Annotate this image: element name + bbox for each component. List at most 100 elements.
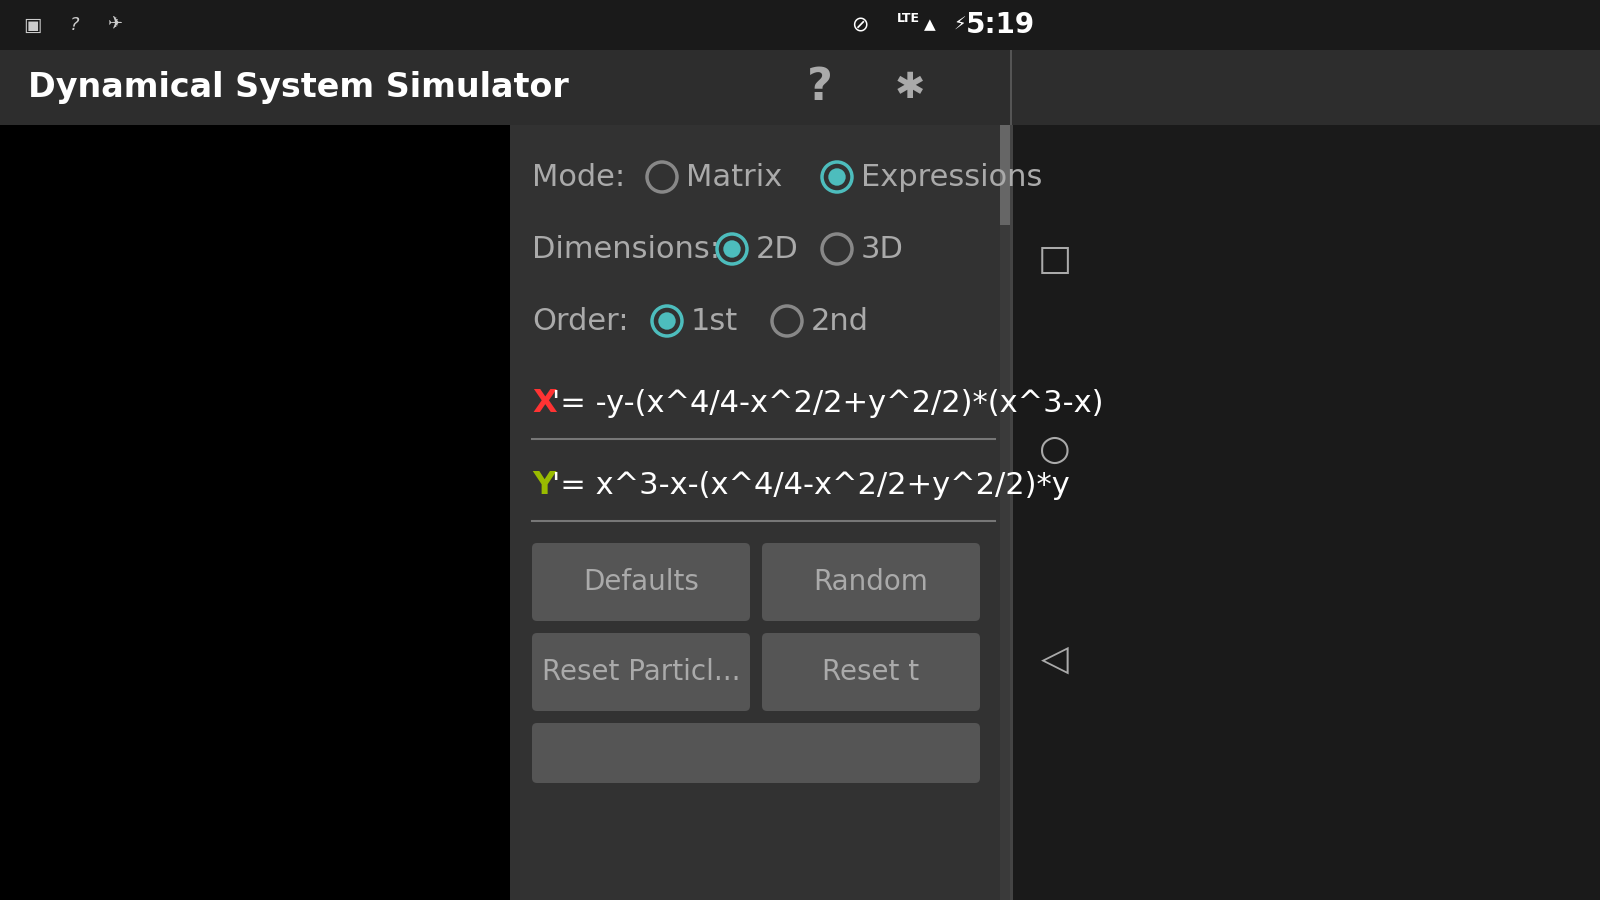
Point [224,430,250,445]
Text: □: □ [1038,243,1072,277]
Point [235,456,261,471]
Point [232,447,258,462]
Point [141,197,166,211]
Point [120,364,146,379]
FancyBboxPatch shape [762,633,979,711]
Text: ▲: ▲ [925,17,936,32]
Text: ?: ? [70,16,80,34]
Point [152,368,178,382]
FancyBboxPatch shape [531,723,979,783]
Point [298,626,323,640]
FancyBboxPatch shape [531,543,750,621]
Point [347,152,373,166]
Text: '= x^3-x-(x^4/4-x^2/2+y^2/2)*y: '= x^3-x-(x^4/4-x^2/2+y^2/2)*y [552,471,1070,500]
Point [42,673,67,688]
Text: Matrix: Matrix [686,163,782,192]
Point [157,399,182,413]
Text: Expressions: Expressions [861,163,1042,192]
Point [258,577,283,591]
Point [27,779,53,794]
Point [312,547,338,562]
Point [229,438,254,453]
Point [272,600,298,615]
Point [246,471,272,485]
Point [251,559,277,573]
Text: Order:: Order: [531,307,629,336]
Point [342,681,368,696]
Point [382,751,408,765]
Point [278,608,304,622]
Text: Mode:: Mode: [531,163,626,192]
Point [176,776,202,790]
Point [248,549,274,563]
Point [74,380,99,394]
FancyBboxPatch shape [531,633,750,711]
Point [190,388,216,402]
Text: Random: Random [813,568,928,596]
Point [262,585,288,599]
Point [285,397,310,411]
Point [262,426,288,440]
Point [96,369,122,383]
Bar [1000,125,1010,900]
Bar [1010,50,1013,900]
Point [104,367,130,382]
Point [251,452,277,466]
Point [210,407,235,421]
Point [242,510,267,525]
Text: Dimensions:: Dimensions: [531,235,720,264]
Text: ⊘: ⊘ [851,15,869,35]
Point [446,471,472,485]
Point [115,614,141,628]
Point [242,505,267,519]
Bar [1000,125,1010,225]
Point [67,266,93,281]
Bar [1010,125,1013,900]
Text: 2nd: 2nd [811,307,869,336]
Point [112,365,138,380]
Text: Y: Y [531,470,555,500]
Point [258,434,283,448]
Text: 2D: 2D [757,235,798,264]
Point [264,590,290,604]
Text: 3D: 3D [861,235,904,264]
Point [243,491,269,505]
Point [144,366,170,381]
Point [242,500,267,515]
Text: ?: ? [806,66,834,109]
Text: ◁: ◁ [1042,643,1069,677]
Text: ⚡: ⚡ [954,16,966,34]
Text: ✈: ✈ [109,16,123,34]
Text: '= -y-(x^4/4-x^2/2+y^2/2)*(x^3-x): '= -y-(x^4/4-x^2/2+y^2/2)*(x^3-x) [552,389,1104,418]
Point [240,476,266,491]
Point [219,422,245,436]
Point [272,410,298,425]
Point [168,374,194,389]
Bar [0,0,1600,50]
Point [406,336,432,350]
Point [160,371,186,385]
Circle shape [658,312,675,329]
Point [210,838,235,852]
Point [363,562,389,577]
Text: X: X [531,388,557,418]
Point [85,604,110,618]
Point [32,175,58,189]
Point [262,796,288,810]
Point [245,530,270,544]
Text: Defaults: Defaults [582,568,699,596]
Point [246,540,272,554]
Point [254,443,280,457]
Circle shape [723,240,741,257]
Point [136,296,162,310]
Point [197,393,222,408]
Point [205,646,230,661]
Point [136,364,162,379]
Text: LTE: LTE [896,13,920,25]
Text: t= 0011.50: t= 0011.50 [394,144,494,162]
Point [214,414,240,428]
Point [278,403,304,418]
Point [254,568,280,582]
Point [30,350,56,365]
Point [72,500,98,515]
